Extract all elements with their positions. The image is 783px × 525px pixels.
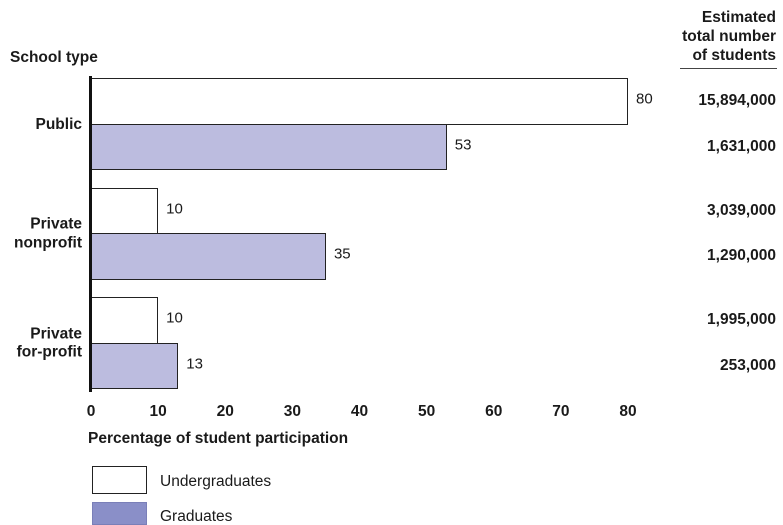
legend-swatch-undergraduates — [92, 466, 147, 494]
bar-graduates-private-nonprofit — [91, 233, 326, 280]
x-tick-label-40: 40 — [350, 403, 369, 420]
legend-swatch-graduates — [92, 502, 147, 525]
estimated-students-undergraduates-private-for-profit: 1,995,000 — [707, 311, 776, 329]
estimated-students-undergraduates-public: 15,894,000 — [698, 92, 776, 110]
value-label-undergraduates-public: 80 — [636, 90, 653, 108]
x-tick-label-60: 60 — [485, 403, 503, 420]
value-label-undergraduates-private-nonprofit: 10 — [166, 200, 183, 218]
x-tick-label-30: 30 — [283, 403, 301, 420]
category-label-private-for-profit: Private for-profit — [16, 325, 82, 361]
value-label-graduates-private-for-profit: 13 — [186, 355, 203, 373]
bar-undergraduates-private-for-profit — [91, 297, 159, 344]
category-label-public: Public — [35, 115, 82, 133]
bar-undergraduates-public — [91, 78, 628, 125]
x-tick-label-50: 50 — [418, 403, 436, 420]
x-tick-label-10: 10 — [149, 403, 167, 420]
value-label-graduates-private-nonprofit: 35 — [333, 245, 351, 263]
estimated-students-graduates-private-for-profit: 253,000 — [719, 356, 776, 374]
legend-label-graduates: Graduates — [160, 508, 233, 525]
x-tick-label-0: 0 — [86, 403, 96, 420]
legend-label-undergraduates: Undergraduates — [160, 473, 272, 490]
value-label-graduates-public: 53 — [454, 136, 472, 154]
estimated-students-undergraduates-private-nonprofit: 3,039,000 — [707, 201, 776, 219]
y-axis-title: School type — [10, 49, 98, 66]
header-underline — [680, 68, 777, 69]
x-tick-label-80: 80 — [619, 403, 637, 420]
x-tick-label-20: 20 — [216, 403, 234, 420]
bar-graduates-public — [91, 123, 447, 170]
y-axis-line — [89, 76, 92, 392]
x-axis-title: Percentage of student participation — [88, 430, 349, 447]
category-label-private-nonprofit: Private nonprofit — [13, 215, 82, 252]
value-label-undergraduates-private-for-profit: 10 — [166, 309, 183, 327]
x-tick-label-70: 70 — [552, 403, 570, 420]
bar-undergraduates-private-nonprofit — [91, 187, 159, 234]
estimated-students-header: Estimated total number of students — [682, 9, 776, 64]
estimated-students-graduates-private-nonprofit: 1,290,000 — [707, 247, 776, 265]
estimated-students-graduates-public: 1,631,000 — [707, 137, 776, 155]
bar-graduates-private-for-profit — [91, 342, 179, 389]
